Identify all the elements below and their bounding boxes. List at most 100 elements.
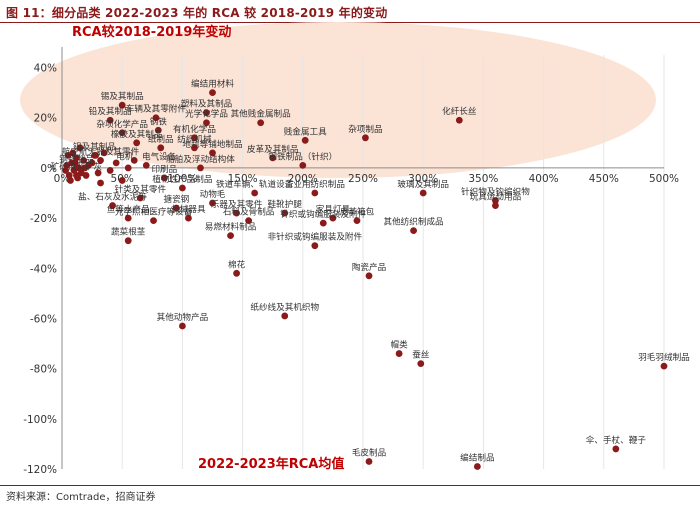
- data-point: [142, 162, 150, 169]
- data-point: [130, 156, 138, 164]
- data-point: [233, 269, 240, 277]
- data-point: [492, 197, 499, 204]
- data-point: [157, 144, 165, 152]
- point-label: 鱼等水产品: [107, 203, 150, 215]
- data-point: [179, 322, 186, 330]
- data-point: [118, 101, 126, 109]
- data-point: [73, 164, 80, 172]
- footer-divider: [0, 485, 700, 486]
- data-point: [133, 139, 141, 147]
- data-point: [124, 164, 132, 172]
- data-point: [281, 312, 289, 320]
- data-point: [69, 149, 77, 157]
- point-label: 有机化学品: [173, 123, 216, 135]
- data-point: [152, 114, 160, 122]
- data-point: [203, 109, 210, 117]
- data-point: [172, 204, 180, 212]
- y-axis-annotation: RCA较2018-2019年变动: [72, 24, 231, 40]
- data-point: [88, 159, 96, 167]
- point-label: 地毯等铺地制品: [182, 138, 242, 150]
- point-label: 电机、电气设备: [116, 150, 177, 162]
- point-label: 锡及其制品: [101, 90, 144, 102]
- y-tick-label: -60%: [30, 313, 57, 325]
- point-label: 植物性产品制品: [152, 173, 212, 185]
- point-label: 皮革及其制品: [247, 143, 299, 155]
- point-label: 玻璃及其制品: [397, 178, 449, 190]
- point-label: 帽类: [391, 339, 409, 351]
- data-point: [362, 134, 369, 142]
- data-point: [257, 119, 265, 127]
- data-point: [319, 219, 327, 227]
- point-label: 盐、石灰及水泥等: [78, 191, 147, 203]
- x-tick-label: 300%: [408, 173, 438, 185]
- data-point: [410, 227, 417, 235]
- data-point: [233, 209, 240, 217]
- x-tick-label: 500%: [649, 173, 679, 185]
- point-label: 航空航天器及其零件: [62, 145, 140, 157]
- point-label: 编结制品: [460, 451, 494, 463]
- y-tick-label: -100%: [23, 414, 57, 426]
- data-point: [136, 194, 144, 202]
- axes: [61, 47, 664, 469]
- data-point: [81, 164, 89, 172]
- x-tick-label: 400%: [529, 173, 559, 185]
- data-point: [612, 445, 620, 453]
- y-tick-label: -40%: [30, 263, 57, 275]
- point-label: 钢铁制品（针织）: [268, 150, 337, 162]
- point-label: 玩具运动用品: [470, 192, 522, 203]
- page-title: 图 11：细分品类 2022-2023 年的 RCA 较 2018-2019 年…: [6, 6, 388, 20]
- data-point: [660, 362, 668, 370]
- point-label: 针类及其零件: [114, 183, 166, 195]
- point-label: 家具灯具: [316, 203, 351, 215]
- point-label: 乐器及其零件: [211, 198, 263, 210]
- data-point: [417, 360, 425, 368]
- point-label: 化纤长丝: [442, 105, 477, 117]
- data-point: [185, 214, 192, 222]
- point-label: 光学化学品: [185, 108, 228, 120]
- data-point: [80, 156, 88, 164]
- point-label: 针织或钩编服装及附件: [280, 208, 366, 220]
- data-point: [329, 214, 337, 222]
- point-label: 陶瓷产品: [352, 261, 386, 273]
- point-label: 蔬菜根茎: [111, 226, 146, 238]
- data-point: [106, 167, 114, 174]
- data-point: [106, 116, 114, 124]
- point-label: 贱金属工具: [284, 125, 327, 137]
- point-label: 杂项制品: [348, 123, 382, 135]
- y-tick-label: 0%: [40, 163, 57, 175]
- data-point: [299, 162, 307, 169]
- data-point: [100, 149, 108, 157]
- data-point: [245, 217, 253, 225]
- point-label: 其他动物产品: [157, 311, 209, 323]
- data-point: [311, 189, 319, 197]
- data-point: [91, 151, 98, 159]
- point-label: 纺织机械: [177, 133, 212, 145]
- x-tick-label: 350%: [468, 173, 498, 185]
- data-point: [419, 189, 427, 197]
- x-tick-label: 200%: [288, 173, 318, 185]
- y-tick-label: 20%: [34, 113, 57, 125]
- data-point: [251, 189, 259, 197]
- point-label: 光学照相医疗等设备: [115, 206, 193, 218]
- point-label: 石料及骨制品: [223, 206, 275, 218]
- data-point: [191, 134, 198, 142]
- x-tick-label: 150%: [228, 173, 258, 185]
- x-tick-label: 450%: [589, 173, 619, 185]
- data-points: [62, 89, 668, 470]
- data-point: [473, 463, 481, 470]
- point-label: 矿砂渣及矿灰: [51, 160, 103, 172]
- data-point: [97, 179, 104, 187]
- point-label: 皮革箱包: [340, 206, 375, 218]
- y-tick-label: -20%: [30, 213, 57, 225]
- data-point: [124, 214, 132, 222]
- point-label: 蚕丝: [412, 349, 430, 361]
- data-point: [67, 177, 74, 184]
- point-label: 铁道车辆、轨道设备: [216, 178, 294, 190]
- y-tick-label: -120%: [23, 464, 57, 476]
- point-label: 羽毛羽绒制品: [638, 351, 690, 363]
- point-label: 编结用材料: [191, 78, 234, 90]
- source-note: 资料来源：Comtrade，招商证券: [6, 492, 156, 503]
- point-label: 鞋靴护腿: [268, 198, 303, 210]
- gridlines: [121, 55, 665, 469]
